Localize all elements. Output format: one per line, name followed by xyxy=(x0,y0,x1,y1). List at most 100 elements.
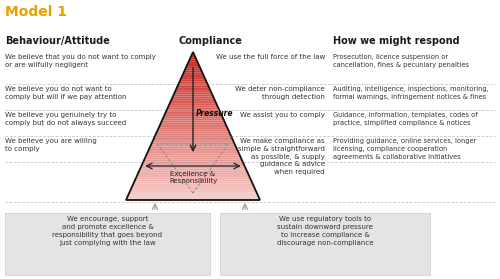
Polygon shape xyxy=(157,130,229,132)
Polygon shape xyxy=(152,141,234,143)
Polygon shape xyxy=(150,145,236,146)
Text: We believe you genuinely try to
comply but do not always succeed: We believe you genuinely try to comply b… xyxy=(5,112,126,126)
Text: Behaviour/Attitude: Behaviour/Attitude xyxy=(5,36,110,46)
Polygon shape xyxy=(170,100,216,102)
Polygon shape xyxy=(166,111,220,113)
Polygon shape xyxy=(131,187,255,189)
Text: Pressure: Pressure xyxy=(196,109,234,117)
Polygon shape xyxy=(178,83,208,85)
Polygon shape xyxy=(153,139,233,141)
Polygon shape xyxy=(182,76,204,78)
Text: How we might respond: How we might respond xyxy=(333,36,460,46)
Polygon shape xyxy=(134,180,252,182)
Polygon shape xyxy=(163,117,223,119)
Polygon shape xyxy=(138,172,248,174)
Polygon shape xyxy=(168,104,218,106)
Polygon shape xyxy=(138,170,248,172)
Polygon shape xyxy=(154,135,232,137)
Polygon shape xyxy=(174,91,212,93)
Polygon shape xyxy=(144,159,242,161)
Polygon shape xyxy=(189,59,197,61)
Text: We deter non-compliance
through detection: We deter non-compliance through detectio… xyxy=(236,86,325,100)
Polygon shape xyxy=(151,143,235,145)
Polygon shape xyxy=(174,93,212,95)
Polygon shape xyxy=(127,196,259,198)
Polygon shape xyxy=(137,174,249,176)
Polygon shape xyxy=(147,152,239,154)
Polygon shape xyxy=(167,107,219,109)
Polygon shape xyxy=(172,97,214,98)
Text: We believe you do not want to
comply but will if we pay attention: We believe you do not want to comply but… xyxy=(5,86,126,100)
Polygon shape xyxy=(132,185,254,187)
Text: We believe you are willing
to comply: We believe you are willing to comply xyxy=(5,138,97,152)
Polygon shape xyxy=(182,74,204,76)
Polygon shape xyxy=(173,95,213,97)
Text: Auditing, intelligence, inspections, monitoring,
formal warnings, infringement n: Auditing, intelligence, inspections, mon… xyxy=(333,86,488,100)
Polygon shape xyxy=(143,161,243,163)
Polygon shape xyxy=(146,154,240,156)
FancyBboxPatch shape xyxy=(5,213,210,275)
Polygon shape xyxy=(128,193,258,194)
Polygon shape xyxy=(190,57,196,59)
Polygon shape xyxy=(144,157,242,159)
Polygon shape xyxy=(126,198,260,200)
Polygon shape xyxy=(162,119,224,121)
Polygon shape xyxy=(135,178,251,180)
Polygon shape xyxy=(160,122,226,124)
Polygon shape xyxy=(176,89,210,91)
Polygon shape xyxy=(186,65,200,67)
Text: Providing guidance, online services, longer
licensing, compliance cooperation
ag: Providing guidance, online services, lon… xyxy=(333,138,476,160)
Polygon shape xyxy=(161,121,225,122)
Polygon shape xyxy=(180,78,206,80)
Polygon shape xyxy=(156,132,230,133)
Polygon shape xyxy=(158,128,228,130)
Polygon shape xyxy=(190,56,196,57)
Text: Guidance, information, templates, codes of
practice, simplified compliance & not: Guidance, information, templates, codes … xyxy=(333,112,478,126)
Text: Model 1: Model 1 xyxy=(5,5,67,19)
Polygon shape xyxy=(184,69,202,71)
Polygon shape xyxy=(130,191,256,193)
Text: We believe that you do not want to comply
or are wilfully negligent: We believe that you do not want to compl… xyxy=(5,54,156,68)
Polygon shape xyxy=(176,87,210,89)
Text: We assist you to comply: We assist you to comply xyxy=(240,112,325,118)
Polygon shape xyxy=(158,126,228,128)
Text: Prosecution, licence suspension or
cancellation, fines & pecuniary penalties: Prosecution, licence suspension or cance… xyxy=(333,54,469,68)
Text: We use regulatory tools to
sustain downward pressure
to increase compliance &
di: We use regulatory tools to sustain downw… xyxy=(277,216,373,246)
Polygon shape xyxy=(184,71,202,72)
Polygon shape xyxy=(170,102,216,104)
Text: We make compliance as
simple & straightforward
as possible, & supply
guidance & : We make compliance as simple & straightf… xyxy=(238,138,325,175)
Polygon shape xyxy=(183,72,203,74)
Polygon shape xyxy=(171,98,215,100)
Polygon shape xyxy=(140,169,246,170)
Text: Compliance: Compliance xyxy=(178,36,242,46)
Polygon shape xyxy=(141,165,245,167)
Polygon shape xyxy=(179,81,207,83)
Polygon shape xyxy=(177,85,209,87)
Polygon shape xyxy=(164,115,222,117)
Polygon shape xyxy=(192,54,194,56)
Polygon shape xyxy=(164,113,222,115)
Polygon shape xyxy=(142,163,244,165)
Polygon shape xyxy=(156,133,230,135)
Polygon shape xyxy=(188,61,198,63)
Polygon shape xyxy=(140,167,246,169)
Polygon shape xyxy=(148,148,238,150)
Polygon shape xyxy=(128,194,258,196)
Polygon shape xyxy=(192,52,194,54)
Polygon shape xyxy=(154,137,232,139)
Polygon shape xyxy=(166,109,220,111)
Polygon shape xyxy=(148,150,238,152)
Text: Excellence &
Responsibility: Excellence & Responsibility xyxy=(169,171,217,184)
Text: We encourage, support
and promote excellence &
responsibility that goes beyond
j: We encourage, support and promote excell… xyxy=(52,216,162,246)
Polygon shape xyxy=(180,80,206,81)
Polygon shape xyxy=(146,156,240,157)
Polygon shape xyxy=(150,146,236,148)
Polygon shape xyxy=(160,124,226,126)
Polygon shape xyxy=(186,67,200,69)
Polygon shape xyxy=(136,176,250,178)
FancyBboxPatch shape xyxy=(220,213,430,275)
Polygon shape xyxy=(134,182,252,183)
Text: We use the full force of the law: We use the full force of the law xyxy=(216,54,325,60)
Polygon shape xyxy=(132,183,254,185)
Polygon shape xyxy=(187,63,199,65)
